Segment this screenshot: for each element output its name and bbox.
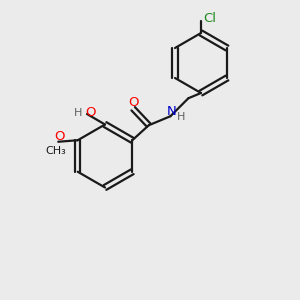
Text: O: O xyxy=(85,106,96,119)
Text: Cl: Cl xyxy=(203,11,216,25)
Text: N: N xyxy=(167,105,176,118)
Text: H: H xyxy=(74,107,82,118)
Text: H: H xyxy=(177,112,185,122)
Text: O: O xyxy=(128,96,138,109)
Text: O: O xyxy=(54,130,64,143)
Text: CH₃: CH₃ xyxy=(45,146,66,156)
